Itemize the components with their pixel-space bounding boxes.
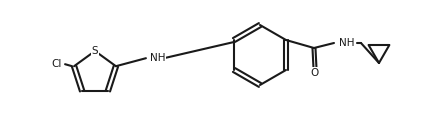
Text: S: S (92, 46, 98, 56)
Text: NH: NH (339, 38, 354, 48)
Text: O: O (311, 68, 319, 78)
Text: NH: NH (150, 53, 166, 63)
Text: Cl: Cl (51, 59, 61, 69)
